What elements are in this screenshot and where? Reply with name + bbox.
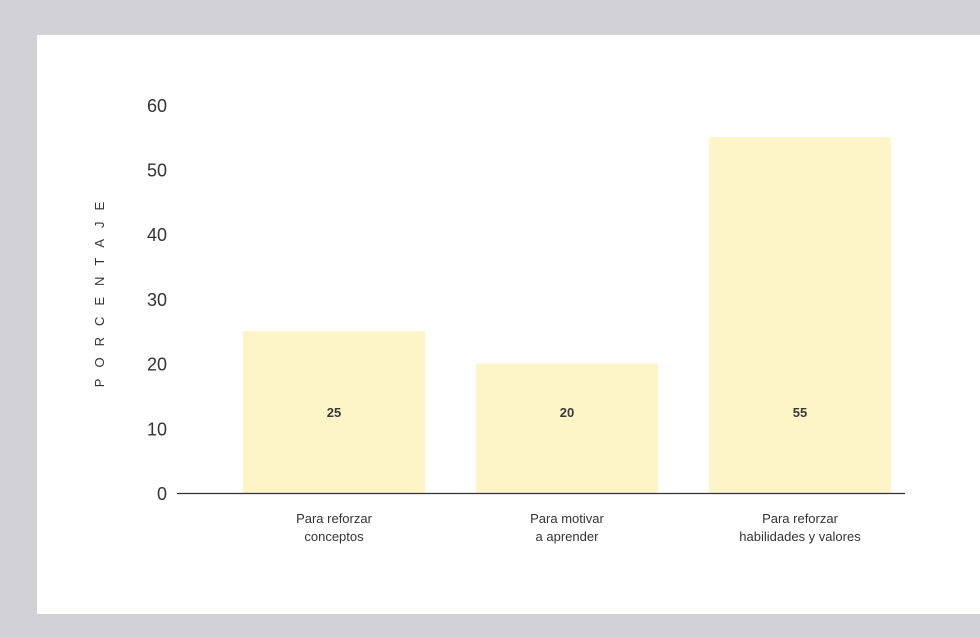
y-tick-label: 10 [147, 419, 167, 439]
x-category-label: conceptos [304, 529, 364, 544]
chart-panel: 0 10 20 30 40 50 60 25 20 55 Para reforzar concep… [37, 35, 980, 614]
y-axis-label: PORCENTAJE [92, 191, 107, 387]
bars [243, 137, 891, 493]
y-tick-label: 20 [147, 355, 167, 375]
x-category-label: a aprender [536, 529, 600, 544]
x-category-label: Para motivar [530, 511, 604, 526]
x-category-label: Para reforzar [762, 511, 839, 526]
x-category-label: habilidades y valores [739, 529, 861, 544]
data-labels: 25 20 55 [327, 405, 807, 420]
y-tick-label: 30 [147, 290, 167, 310]
y-axis-ticks: 0 10 20 30 40 50 60 [147, 96, 167, 504]
y-tick-label: 60 [147, 96, 167, 116]
bar-chart: 0 10 20 30 40 50 60 25 20 55 Para reforzar concep… [92, 96, 905, 544]
y-tick-label: 0 [157, 484, 167, 504]
bar-3 [709, 137, 891, 493]
bar-value-label: 55 [793, 405, 807, 420]
bar-value-label: 20 [560, 405, 574, 420]
x-axis-category-labels: Para reforzar conceptos Para motivar a apre… [296, 511, 861, 544]
bar-1 [243, 331, 425, 493]
bar-2 [476, 363, 658, 493]
bar-value-label: 25 [327, 405, 341, 420]
x-category-label: Para reforzar [296, 511, 373, 526]
y-tick-label: 50 [147, 161, 167, 181]
y-tick-label: 40 [147, 225, 167, 245]
